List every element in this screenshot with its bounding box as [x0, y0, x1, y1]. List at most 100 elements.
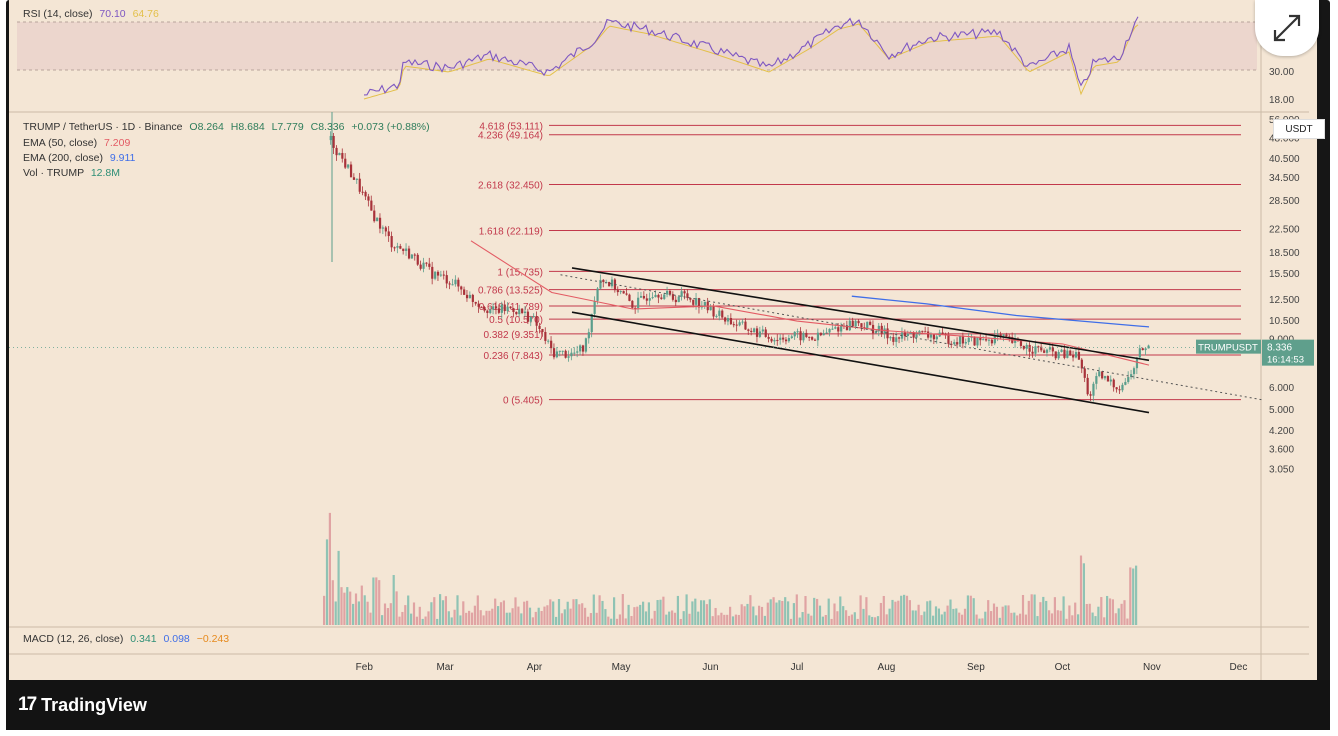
candle-body — [979, 337, 982, 341]
candle-body — [581, 345, 585, 352]
candle-body — [964, 342, 967, 344]
macd-name: MACD (12, 26, close) — [23, 633, 124, 645]
candle-body — [680, 291, 683, 297]
volume-bar — [1039, 602, 1042, 625]
candle-body — [355, 178, 358, 180]
volume-bar — [363, 595, 366, 625]
volume-bar — [543, 606, 546, 625]
volume-bar — [676, 595, 679, 625]
volume-bar — [833, 603, 836, 625]
volume-bar — [328, 512, 331, 625]
volume-bar — [874, 617, 877, 625]
month-label: May — [612, 662, 631, 673]
candle-body — [622, 291, 625, 294]
volume-bar — [810, 615, 813, 625]
month-label: Jul — [791, 662, 804, 673]
brand[interactable]: 17 TradingView — [18, 694, 147, 716]
candle-body — [500, 304, 503, 313]
candle-body — [1063, 349, 1066, 358]
candle-body — [1057, 351, 1060, 359]
candle-body — [961, 335, 965, 344]
volume-bar — [836, 611, 839, 625]
ohlc-open: O8.264 — [189, 121, 224, 133]
expand-button[interactable] — [1255, 0, 1319, 56]
volume-bar — [395, 591, 398, 625]
candle-body — [967, 337, 970, 343]
price-tick-label: 28.500 — [1269, 196, 1300, 207]
candle-body — [396, 246, 399, 248]
volume-bar — [700, 600, 703, 625]
volume-bar — [1094, 616, 1097, 625]
volume-bar — [607, 616, 610, 625]
brand-footer: 17 TradingView — [6, 680, 1330, 730]
candle-body — [892, 337, 895, 342]
price-tick-label: 18.500 — [1269, 248, 1300, 259]
price-tag-symbol-bg — [1196, 339, 1261, 354]
candle-body — [637, 297, 640, 309]
price-tick-label: 48.000 — [1269, 134, 1300, 145]
ohlc-change: +0.073 (+0.88%) — [351, 121, 430, 133]
fib-level-label: 1.618 (22.119) — [479, 227, 543, 238]
candle-body — [671, 294, 675, 300]
candle-body — [529, 316, 532, 322]
candle-body — [523, 311, 527, 313]
chart-canvas[interactable]: 30.0018.0056.00048.00040.50034.50028.500… — [9, 0, 1317, 680]
volume-bar — [705, 604, 708, 625]
candle-body — [497, 308, 501, 313]
candle-body — [779, 337, 782, 340]
candle-body — [845, 326, 849, 331]
volume-bar — [1042, 596, 1045, 625]
candle-body — [799, 331, 802, 341]
volume-bar — [787, 601, 790, 625]
candle-body — [793, 331, 796, 337]
candle-body — [747, 329, 750, 331]
month-label: Feb — [356, 662, 374, 673]
macd-histogram-value: −0.243 — [196, 633, 230, 645]
volume-bar — [1007, 605, 1010, 625]
volume-bar — [624, 618, 627, 625]
fib-level-label: 0.786 (13.525) — [478, 286, 543, 297]
candle-body — [573, 352, 576, 354]
candle-body — [825, 332, 828, 334]
candle-body — [471, 294, 474, 302]
candle-body — [660, 297, 663, 299]
candle-body — [474, 301, 477, 304]
candle-body — [784, 339, 788, 342]
candle-body — [378, 217, 382, 229]
candle-body — [999, 334, 1002, 336]
chart-area[interactable]: 30.0018.0056.00048.00040.50034.50028.500… — [9, 0, 1325, 680]
volume-bar — [827, 598, 830, 625]
volume-bar — [534, 611, 537, 625]
volume-bar — [346, 587, 349, 625]
volume-bar — [758, 605, 761, 625]
candle-body — [364, 191, 367, 197]
volume-bar — [845, 610, 848, 625]
volume-bar — [1100, 597, 1103, 625]
volume-bar — [984, 611, 987, 625]
rsi-tick-label: 18.00 — [1269, 95, 1294, 106]
volume-bar — [375, 577, 378, 625]
volume-bar — [668, 611, 671, 625]
volume-bar — [433, 597, 436, 625]
candle-body — [750, 330, 753, 333]
candle-body — [448, 283, 451, 285]
candle-body — [1014, 338, 1017, 343]
volume-bar — [934, 606, 938, 625]
price-tick-label: 3.050 — [1269, 464, 1294, 475]
volume-bar — [1117, 608, 1120, 625]
candle-body — [805, 332, 808, 337]
volume-bar — [555, 616, 558, 625]
candle-body — [767, 336, 770, 339]
volume-bar — [888, 608, 891, 625]
volume-bar — [482, 615, 485, 625]
volume-bar — [859, 595, 862, 625]
volume-bar — [334, 601, 337, 625]
candle-body — [776, 339, 779, 341]
candle-body — [703, 301, 706, 307]
volume-bar — [407, 595, 410, 625]
candle-body — [683, 291, 686, 294]
volume-bar — [969, 595, 972, 625]
volume-bar — [456, 595, 459, 625]
candle-body — [956, 342, 959, 345]
currency-selector[interactable]: USDT — [1273, 119, 1325, 139]
